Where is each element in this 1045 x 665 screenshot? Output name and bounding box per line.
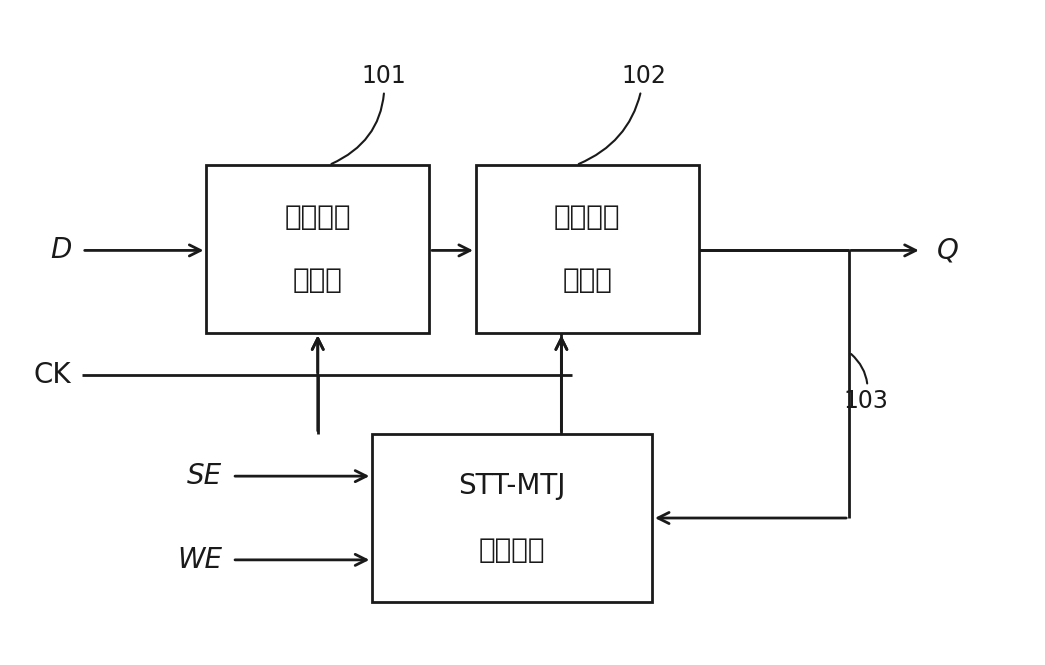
Text: Q: Q — [937, 237, 959, 265]
Text: 寄存器主: 寄存器主 — [284, 203, 351, 231]
Bar — [372, 434, 652, 602]
Text: WE: WE — [177, 546, 222, 574]
Text: STT-MTJ: STT-MTJ — [459, 473, 566, 501]
Text: 101: 101 — [331, 64, 407, 164]
Bar — [475, 165, 699, 332]
Text: 102: 102 — [579, 64, 666, 164]
Text: 级电路: 级电路 — [293, 266, 343, 295]
Text: CK: CK — [33, 361, 71, 389]
Text: 读写电路: 读写电路 — [479, 535, 545, 563]
Text: SE: SE — [187, 462, 222, 490]
Bar — [206, 165, 429, 332]
Text: 103: 103 — [844, 354, 888, 413]
Text: 级电路: 级电路 — [562, 266, 612, 295]
Text: 寄存器从: 寄存器从 — [554, 203, 621, 231]
Text: D: D — [50, 237, 71, 265]
